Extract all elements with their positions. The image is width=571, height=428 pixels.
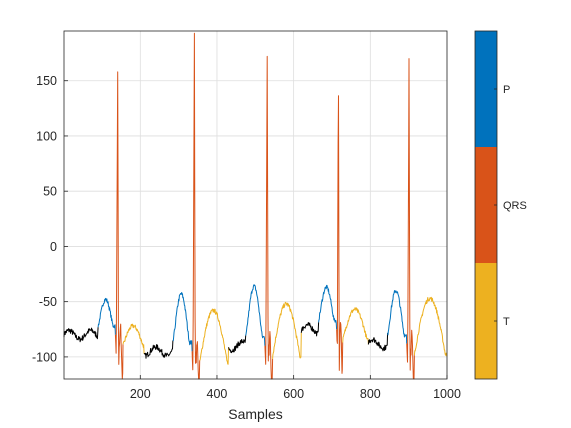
ecg-traces bbox=[63, 32, 448, 380]
t-wave-segment bbox=[199, 308, 229, 365]
colorbar-segment-t bbox=[475, 263, 497, 379]
colorbar-segment-p bbox=[475, 31, 497, 147]
x-tick-label: 1000 bbox=[433, 387, 461, 401]
baseline-segment bbox=[300, 322, 320, 337]
p-wave-segment bbox=[318, 284, 338, 330]
qrs-complex-segment bbox=[406, 58, 415, 380]
baseline-segment bbox=[228, 335, 247, 354]
x-axis: 200 400 600 800 1000 bbox=[130, 375, 461, 401]
qrs-complex-segment bbox=[191, 32, 201, 380]
baseline-segment bbox=[63, 327, 99, 343]
x-tick-label: 800 bbox=[360, 387, 381, 401]
plot-area bbox=[63, 30, 448, 380]
colorbar-label-qrs: QRS bbox=[503, 200, 527, 212]
y-tick-label: 150 bbox=[36, 74, 57, 88]
y-tick-label: -50 bbox=[39, 295, 57, 309]
qrs-complex-segment bbox=[336, 95, 344, 374]
colorbar-frame bbox=[474, 30, 498, 380]
y-tick-label: 0 bbox=[50, 240, 57, 254]
y-tick-label: 50 bbox=[43, 185, 57, 199]
colorbar-segment-qrs bbox=[475, 147, 497, 263]
p-wave-segment bbox=[172, 292, 193, 352]
qrs-complex-segment bbox=[264, 55, 274, 380]
colorbar-label-t: T bbox=[503, 316, 510, 328]
t-wave-segment bbox=[413, 296, 448, 357]
y-tick-label: -100 bbox=[32, 350, 57, 364]
x-tick-label: 600 bbox=[283, 387, 304, 401]
baseline-segment bbox=[143, 340, 174, 359]
x-tick-label: 400 bbox=[207, 387, 228, 401]
baseline-segment bbox=[367, 332, 389, 352]
colorbar-label-p: P bbox=[503, 84, 510, 96]
t-wave-segment bbox=[122, 323, 145, 354]
plot-background bbox=[64, 31, 447, 379]
y-axis: -100 -50 0 50 100 150 bbox=[32, 74, 68, 364]
t-wave-segment bbox=[342, 307, 369, 345]
p-wave-segment bbox=[97, 297, 116, 335]
p-wave-segment bbox=[387, 290, 408, 344]
x-axis-label: Samples bbox=[228, 406, 282, 422]
colorbar: P QRS T bbox=[474, 30, 527, 380]
p-wave-segment bbox=[245, 284, 266, 346]
y-tick-label: 100 bbox=[36, 129, 57, 143]
grid-lines bbox=[64, 31, 448, 379]
qrs-complex-segment bbox=[114, 71, 124, 380]
plot-frame bbox=[63, 30, 448, 380]
t-wave-segment bbox=[272, 301, 302, 359]
x-tick-label: 200 bbox=[130, 387, 151, 401]
